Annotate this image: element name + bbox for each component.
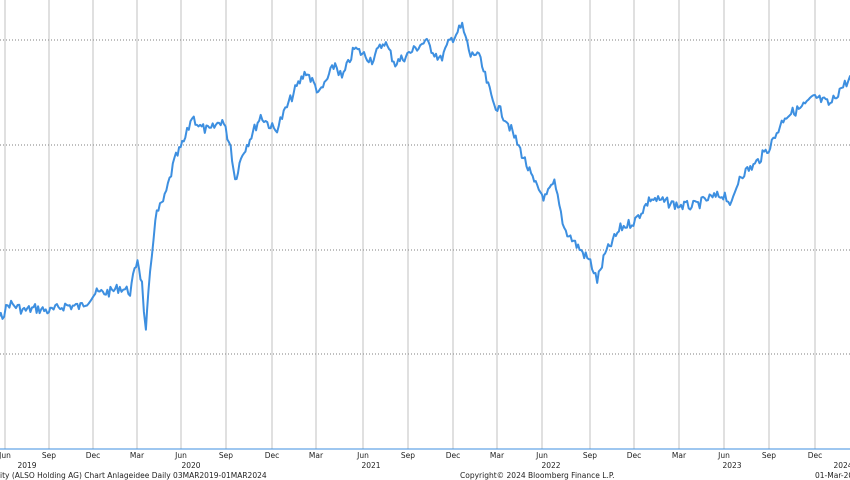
x-tick-label: Dec [86,451,101,460]
x-axis-year-labels: 2019 2020 2021 2022 2023 2024 [17,461,850,470]
x-year-label: 2021 [361,461,380,470]
vertical-gridlines [4,0,816,449]
x-tick-label: Jun [535,451,548,460]
x-tick-label: Dec [808,451,823,460]
x-tick-label: Jun [174,451,187,460]
x-tick-label: Jun [717,451,730,460]
x-year-label: 2019 [17,461,36,470]
x-tick-label: Sep [762,451,776,460]
x-tick-label: Sep [401,451,415,460]
x-tick-label: Dec [627,451,642,460]
x-tick-label: Mar [490,451,505,460]
x-tick-label: Jun [0,451,11,460]
footer-date: 01-Mar-20 [815,471,850,480]
x-tick-label: Dec [265,451,280,460]
x-tick-label: Mar [672,451,687,460]
x-axis-tick-labels: Jun Sep Dec Mar Jun Sep Dec Mar Jun Sep Dec Mar Jun S… [0,451,822,460]
x-tick-label: Mar [130,451,145,460]
x-tick-label: Dec [446,451,461,460]
horizontal-gridlines [0,39,850,355]
x-tick-label: Mar [309,451,324,460]
x-tick-label: Sep [42,451,56,460]
price-series-line [0,21,850,331]
x-year-label: 2022 [541,461,560,470]
x-year-label: 2023 [722,461,741,470]
footer-copyright: Copyright© 2024 Bloomberg Finance L.P. [460,471,615,480]
footer-chart-description: ity (ALSO Holding AG) Chart Anlageidee D… [0,471,267,480]
x-tick-label: Sep [219,451,233,460]
x-tick-label: Sep [583,451,597,460]
x-year-label: 2024 [833,461,850,470]
x-year-label: 2020 [181,461,200,470]
x-tick-label: Jun [356,451,369,460]
